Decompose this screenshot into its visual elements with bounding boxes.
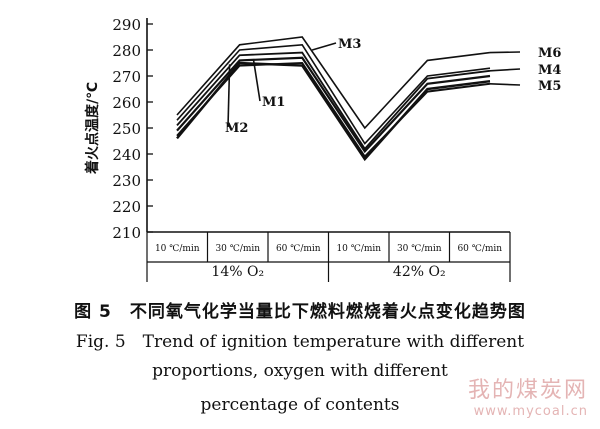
series-leader-m4 [489, 68, 521, 72]
x-tick-label: 60 ℃/min [457, 244, 502, 254]
series-leader-m6 [489, 51, 521, 54]
x-tick-label: 60 ℃/min [276, 244, 321, 254]
caption-english-line-2: proportions, oxygen with different [152, 361, 448, 381]
watermark-text: 我的煤炭网 [467, 378, 588, 403]
y-tick-label: 250 [112, 120, 141, 138]
series-label-m2: M2 [225, 121, 248, 136]
series-leader-m2 [227, 64, 231, 128]
series-label-m4: M4 [538, 63, 561, 78]
series-leader-m3 [311, 42, 337, 51]
series-leader-m1 [252, 60, 261, 102]
series-leader-m5 [489, 83, 521, 86]
y-tick-label: 230 [112, 172, 141, 190]
series-label-m3: M3 [338, 37, 361, 52]
x-tick-label: 10 ℃/min [155, 244, 200, 254]
series-line-m6 [176, 36, 491, 130]
caption-english-line-1: Fig. 5 Trend of ignition temperature wit… [75, 332, 525, 352]
series-line-m3 [176, 43, 491, 145]
ignition-temperature-chart: 210 220 230 240 250 260 270 280 290 着火点温度/℃ 10 ℃/m… [84, 16, 561, 282]
y-tick-label: 210 [112, 224, 141, 242]
series-label-m5: M5 [538, 79, 561, 94]
group-label: 42% O₂ [393, 264, 446, 280]
series-label-m6: M6 [538, 46, 561, 61]
x-tick-label: 30 ℃/min [397, 244, 442, 254]
watermark-url: www.mycoal.cn [473, 404, 588, 419]
caption-english-line-3: percentage of contents [200, 395, 400, 415]
y-axis-label: 着火点温度/℃ [84, 82, 101, 175]
y-tick-label: 260 [112, 94, 141, 112]
y-tick-label: 290 [112, 16, 141, 34]
y-tick-label: 240 [112, 146, 141, 164]
watermark: 我的煤炭网 www.mycoal.cn [468, 372, 588, 419]
y-tick-label: 220 [112, 198, 141, 216]
series-label-m1: M1 [262, 95, 285, 110]
group-label: 14% O₂ [211, 264, 264, 280]
y-tick-label: 270 [112, 68, 141, 86]
y-tick-label: 280 [112, 42, 141, 60]
caption-chinese: 图 5 不同氧气化学当量比下燃料燃烧着火点变化趋势图 [74, 302, 526, 322]
x-tick-label: 10 ℃/min [336, 244, 381, 254]
x-tick-label: 30 ℃/min [215, 244, 260, 254]
